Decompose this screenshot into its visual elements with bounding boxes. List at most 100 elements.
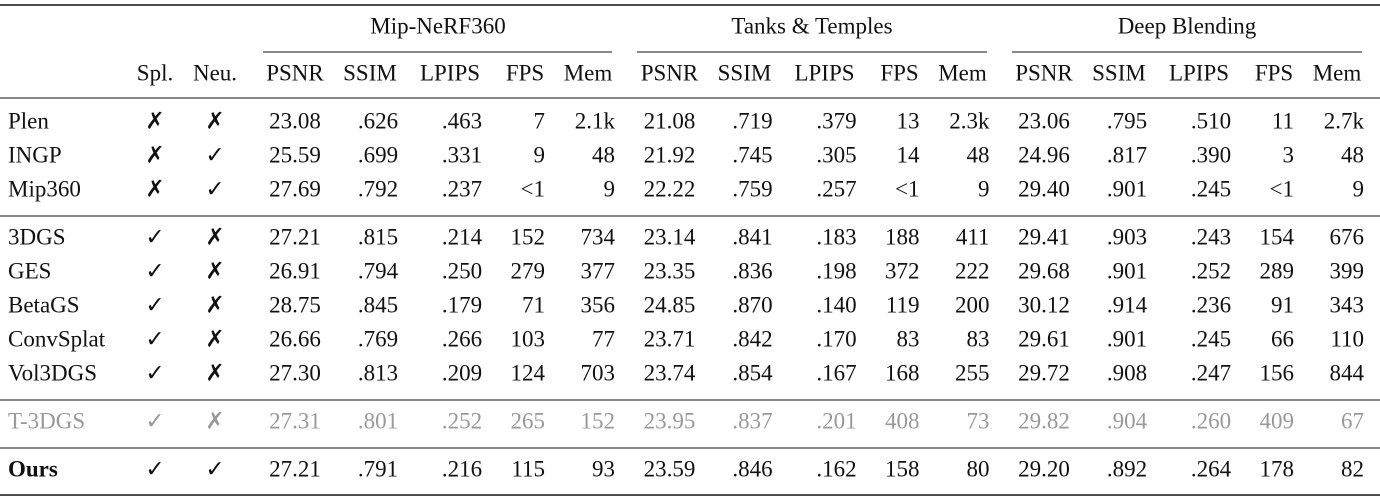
cell: 27.30 bbox=[269, 360, 321, 385]
cell: 152 bbox=[581, 408, 616, 433]
cell: .791 bbox=[358, 456, 398, 481]
cell: .759 bbox=[732, 176, 772, 201]
cell: ✓ bbox=[145, 456, 164, 481]
cell: 343 bbox=[1330, 292, 1365, 317]
row-group: Ours ✓ ✓ 27.21 .791 .216 115 93 23.59 .846 .162 158… bbox=[8, 456, 1364, 481]
cell: .243 bbox=[1191, 224, 1231, 249]
cell: .214 bbox=[442, 224, 483, 249]
cell: .836 bbox=[732, 258, 772, 283]
cell: .167 bbox=[816, 360, 856, 385]
cell: .841 bbox=[732, 224, 772, 249]
cell: 152 bbox=[511, 224, 546, 249]
cell: 124 bbox=[511, 360, 546, 385]
cell: .266 bbox=[442, 326, 482, 351]
cell: .162 bbox=[816, 456, 856, 481]
cell: .801 bbox=[358, 408, 398, 433]
cell: .510 bbox=[1191, 108, 1231, 133]
cell: 377 bbox=[581, 258, 616, 283]
cell: 23.95 bbox=[644, 408, 696, 433]
cell: 67 bbox=[1341, 408, 1364, 433]
cell: .209 bbox=[442, 360, 482, 385]
method-name: Mip360 bbox=[8, 176, 81, 201]
cell: 409 bbox=[1260, 408, 1295, 433]
cell: 103 bbox=[511, 326, 546, 351]
cell: 703 bbox=[581, 360, 616, 385]
cell: <1 bbox=[1270, 176, 1294, 201]
cell: .699 bbox=[358, 142, 398, 167]
cell: .842 bbox=[732, 326, 772, 351]
cell: 11 bbox=[1272, 108, 1294, 133]
method-name: BetaGS bbox=[8, 292, 80, 317]
cell: .252 bbox=[442, 408, 482, 433]
cell: 9 bbox=[534, 142, 546, 167]
cell: 25.59 bbox=[269, 142, 321, 167]
cell: ✓ bbox=[145, 360, 164, 385]
cell: 408 bbox=[885, 408, 920, 433]
cell: .260 bbox=[1191, 408, 1231, 433]
cell: 27.21 bbox=[269, 224, 321, 249]
group-header: Tanks & Temples bbox=[731, 13, 892, 38]
cell: .257 bbox=[816, 176, 856, 201]
cell: 9 bbox=[1353, 176, 1365, 201]
cell: .769 bbox=[358, 326, 398, 351]
column-header: FPS bbox=[506, 60, 544, 85]
cell: ✗ bbox=[145, 142, 164, 167]
cell: 844 bbox=[1330, 360, 1365, 385]
cell: 71 bbox=[522, 292, 545, 317]
cell: 154 bbox=[1260, 224, 1295, 249]
method-name: ConvSplat bbox=[8, 326, 106, 351]
cell: 265 bbox=[511, 408, 546, 433]
cell: 23.08 bbox=[269, 108, 321, 133]
cell: 110 bbox=[1330, 326, 1364, 351]
cell: ✓ bbox=[205, 142, 224, 167]
column-header: SSIM bbox=[718, 60, 772, 85]
cell: 13 bbox=[897, 108, 920, 133]
cell: 200 bbox=[955, 292, 990, 317]
cell: 356 bbox=[581, 292, 616, 317]
cell: 2.1k bbox=[575, 108, 616, 133]
cell: ✗ bbox=[205, 292, 224, 317]
cell: ✓ bbox=[205, 456, 224, 481]
cell: .813 bbox=[358, 360, 398, 385]
cell: 9 bbox=[604, 176, 616, 201]
cell: 2.3k bbox=[949, 108, 990, 133]
method-name: Plen bbox=[8, 108, 49, 133]
cell: 21.08 bbox=[644, 108, 696, 133]
cell: 29.20 bbox=[1018, 456, 1070, 481]
cell: .250 bbox=[442, 258, 482, 283]
cell: 29.40 bbox=[1018, 176, 1070, 201]
cell: 279 bbox=[511, 258, 546, 283]
cell: 28.75 bbox=[269, 292, 321, 317]
cell: .795 bbox=[1107, 108, 1147, 133]
cell: 77 bbox=[592, 326, 615, 351]
column-header: Mem bbox=[1313, 60, 1362, 85]
cell: .901 bbox=[1107, 258, 1147, 283]
cell: 222 bbox=[955, 258, 990, 283]
cell: 29.72 bbox=[1018, 360, 1070, 385]
cell: ✓ bbox=[205, 176, 224, 201]
cell: .901 bbox=[1107, 176, 1147, 201]
cell: 2.7k bbox=[1324, 108, 1365, 133]
cell: 178 bbox=[1260, 456, 1295, 481]
cell: 158 bbox=[885, 456, 920, 481]
cell: 115 bbox=[511, 456, 545, 481]
column-header: Mem bbox=[564, 60, 613, 85]
row-group: 3DGS ✓ ✗ 27.21 .815 .214 152 734 23.14 .841 .183 18… bbox=[8, 224, 1365, 385]
cell: 372 bbox=[885, 258, 920, 283]
cell: 80 bbox=[967, 456, 990, 481]
method-name: Vol3DGS bbox=[8, 360, 97, 385]
cell: .901 bbox=[1107, 326, 1147, 351]
cell: .914 bbox=[1107, 292, 1148, 317]
cell: .245 bbox=[1191, 176, 1231, 201]
cell: 156 bbox=[1260, 360, 1295, 385]
cell: .252 bbox=[1191, 258, 1231, 283]
cell: 676 bbox=[1330, 224, 1365, 249]
group-header: Mip-NeRF360 bbox=[370, 13, 505, 38]
cell: .854 bbox=[732, 360, 773, 385]
cell: 83 bbox=[897, 326, 920, 351]
cell: 23.06 bbox=[1018, 108, 1070, 133]
cell: 23.71 bbox=[644, 326, 696, 351]
row-group: T-3DGS ✓ ✗ 27.31 .801 .252 265 152 23.95 .837 .201… bbox=[8, 408, 1364, 433]
cell: 29.68 bbox=[1018, 258, 1070, 283]
